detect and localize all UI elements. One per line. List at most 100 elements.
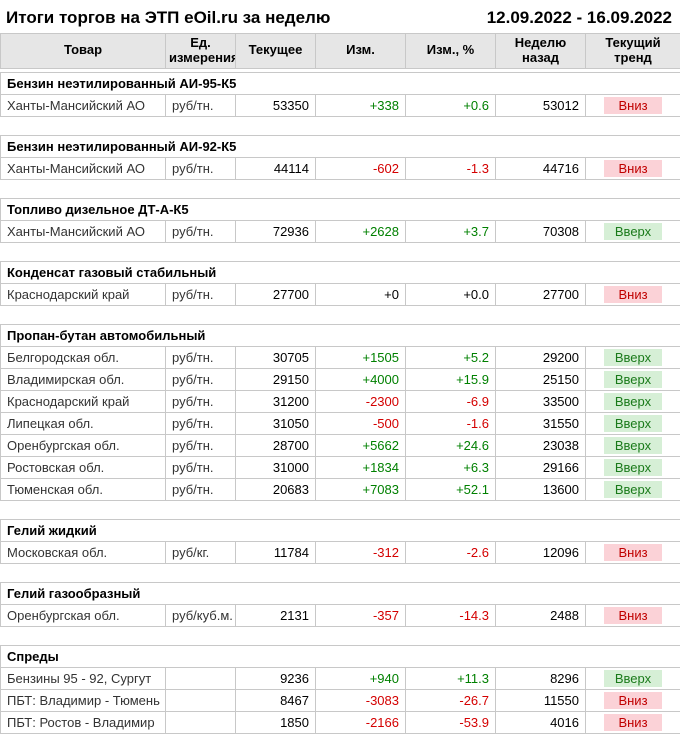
trend-cell: Вверх (586, 390, 680, 412)
trend-badge: Вниз (604, 692, 662, 709)
week-ago-cell: 33500 (496, 390, 586, 412)
unit-cell: руб/тн. (166, 94, 236, 116)
section-title: Пропан-бутан автомобильный (1, 324, 680, 346)
current-cell: 28700 (236, 434, 316, 456)
section-title: Спреды (1, 645, 680, 667)
week-ago-cell: 8296 (496, 667, 586, 689)
change-pct-cell: -14.3 (406, 604, 496, 626)
section-title: Топливо дизельное ДТ-А-К5 (1, 198, 680, 220)
current-cell: 11784 (236, 541, 316, 563)
week-ago-cell: 25150 (496, 368, 586, 390)
current-cell: 31000 (236, 456, 316, 478)
unit-cell (166, 689, 236, 711)
change-pct-cell: -26.7 (406, 689, 496, 711)
trend-cell: Вниз (586, 157, 680, 179)
trend-cell: Вниз (586, 283, 680, 305)
current-cell: 44114 (236, 157, 316, 179)
product-cell: Оренбургская обл. (1, 604, 166, 626)
trend-badge: Вниз (604, 286, 662, 303)
unit-cell: руб/тн. (166, 368, 236, 390)
col-header-current: Текущее (236, 34, 316, 69)
week-ago-cell: 27700 (496, 283, 586, 305)
change-cell: +1834 (316, 456, 406, 478)
col-header-change: Изм. (316, 34, 406, 69)
change-pct-cell: -1.6 (406, 412, 496, 434)
col-header-change-pct: Изм., % (406, 34, 496, 69)
trend-badge: Вниз (604, 607, 662, 624)
trend-badge: Вверх (604, 349, 662, 366)
section-header-row: Гелий жидкий (1, 519, 680, 541)
trend-badge: Вниз (604, 160, 662, 177)
trend-badge: Вверх (604, 459, 662, 476)
trend-cell: Вниз (586, 711, 680, 733)
trend-cell: Вверх (586, 346, 680, 368)
change-pct-cell: -1.3 (406, 157, 496, 179)
product-cell: Бензины 95 - 92, Сургут (1, 667, 166, 689)
trend-cell: Вниз (586, 541, 680, 563)
section-title: Бензин неэтилированный АИ-92-К5 (1, 135, 680, 157)
week-ago-cell: 2488 (496, 604, 586, 626)
trend-badge: Вниз (604, 97, 662, 114)
col-header-unit: Ед. измерения (166, 34, 236, 69)
trend-cell: Вниз (586, 94, 680, 116)
week-ago-cell: 29200 (496, 346, 586, 368)
product-cell: Ханты-Мансийский АО (1, 157, 166, 179)
change-pct-cell: +11.3 (406, 667, 496, 689)
section-title: Конденсат газовый стабильный (1, 261, 680, 283)
change-cell: +338 (316, 94, 406, 116)
change-cell: -500 (316, 412, 406, 434)
current-cell: 20683 (236, 478, 316, 500)
week-ago-cell: 53012 (496, 94, 586, 116)
change-cell: +2628 (316, 220, 406, 242)
change-pct-cell: +6.3 (406, 456, 496, 478)
product-cell: Краснодарский край (1, 283, 166, 305)
change-pct-cell: +52.1 (406, 478, 496, 500)
current-cell: 30705 (236, 346, 316, 368)
unit-cell: руб/кг. (166, 541, 236, 563)
trend-badge: Вверх (604, 437, 662, 454)
unit-cell: руб/тн. (166, 434, 236, 456)
change-cell: +1505 (316, 346, 406, 368)
week-ago-cell: 13600 (496, 478, 586, 500)
unit-cell: руб/тн. (166, 456, 236, 478)
section-header-row: Спреды (1, 645, 680, 667)
section-header-row: Пропан-бутан автомобильный (1, 324, 680, 346)
unit-cell: руб/тн. (166, 220, 236, 242)
week-ago-cell: 12096 (496, 541, 586, 563)
week-ago-cell: 4016 (496, 711, 586, 733)
change-pct-cell: +0.0 (406, 283, 496, 305)
trend-cell: Вверх (586, 667, 680, 689)
change-pct-cell: -6.9 (406, 390, 496, 412)
current-cell: 8467 (236, 689, 316, 711)
trend-cell: Вверх (586, 456, 680, 478)
product-cell: Московская обл. (1, 541, 166, 563)
change-pct-cell: -2.6 (406, 541, 496, 563)
change-cell: +0 (316, 283, 406, 305)
section-title: Гелий жидкий (1, 519, 680, 541)
section-title: Гелий газообразный (1, 582, 680, 604)
week-ago-cell: 31550 (496, 412, 586, 434)
section-header-row: Топливо дизельное ДТ-А-К5 (1, 198, 680, 220)
trend-badge: Вверх (604, 223, 662, 240)
product-cell: Ханты-Мансийский АО (1, 94, 166, 116)
unit-cell: руб/тн. (166, 390, 236, 412)
page-title: Итоги торгов на ЭТП eOil.ru за неделю (6, 8, 330, 28)
trend-badge: Вверх (604, 415, 662, 432)
product-cell: Липецкая обл. (1, 412, 166, 434)
product-cell: Белгородская обл. (1, 346, 166, 368)
product-cell: Владимирская обл. (1, 368, 166, 390)
